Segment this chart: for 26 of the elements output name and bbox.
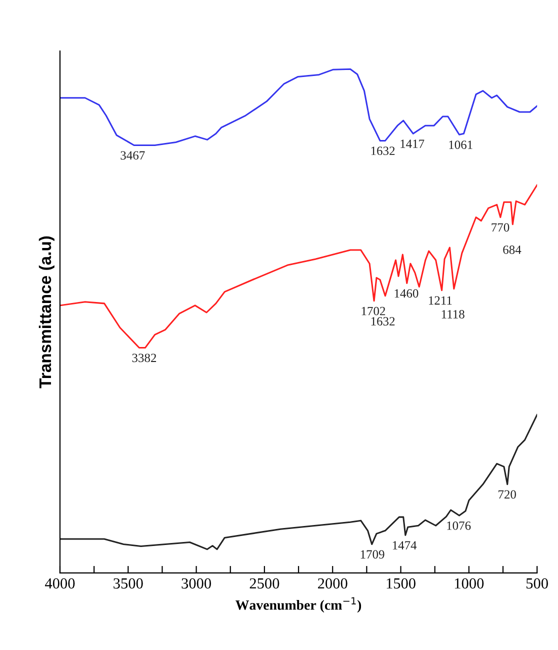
annotation: 1632 xyxy=(371,317,395,326)
x-tick-label: 1000 xyxy=(454,578,484,589)
annotation: 1076 xyxy=(447,521,471,530)
annotation: 684 xyxy=(503,246,522,254)
x-tick-label: 2000 xyxy=(318,578,348,589)
x-tick-label: 4000 xyxy=(45,578,75,589)
annotation: 1211 xyxy=(428,296,452,305)
annotation: 720 xyxy=(498,490,516,499)
y-axis-title: Transmittance (a.u) xyxy=(38,236,54,388)
annotation: 770 xyxy=(492,223,510,232)
annotation: 3467 xyxy=(120,151,145,160)
x-tick-label: 1500 xyxy=(386,578,416,589)
annotation: 1460 xyxy=(394,289,418,298)
annotation: 1417 xyxy=(400,140,424,148)
annotation: 1702 xyxy=(362,306,386,316)
x-axis-title: Wavenumber (cm$^{−1}$) xyxy=(236,597,362,613)
annotation: 1709 xyxy=(360,550,384,559)
annotation: 1061 xyxy=(449,140,472,150)
annotation: 1632 xyxy=(371,146,395,156)
x-tick-label: 500 xyxy=(526,578,548,589)
x-tick-label: 3000 xyxy=(182,578,211,589)
annotation: 1118 xyxy=(442,310,464,318)
x-tick-label: 2500 xyxy=(250,578,280,589)
x-tick-label: 3500 xyxy=(114,578,143,589)
annotation: 1474 xyxy=(392,541,417,550)
annotation: 3382 xyxy=(132,354,156,362)
